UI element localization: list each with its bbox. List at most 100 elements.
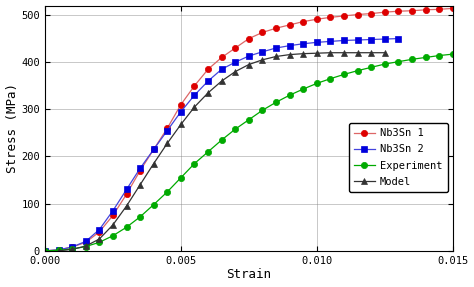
Experiment bbox=[151, 203, 156, 206]
Experiment bbox=[69, 247, 75, 251]
Nb3Sn 2 bbox=[110, 209, 116, 212]
X-axis label: Strain: Strain bbox=[227, 268, 272, 282]
Experiment bbox=[301, 87, 306, 91]
Nb3Sn 1 bbox=[137, 169, 143, 172]
Experiment bbox=[437, 54, 442, 57]
Nb3Sn 2 bbox=[42, 249, 48, 253]
Nb3Sn 1 bbox=[409, 9, 415, 12]
Nb3Sn 1 bbox=[368, 12, 374, 15]
Nb3Sn 2 bbox=[396, 37, 401, 40]
Nb3Sn 1 bbox=[355, 13, 361, 16]
Nb3Sn 1 bbox=[97, 230, 102, 234]
Experiment bbox=[110, 234, 116, 237]
Nb3Sn 1 bbox=[314, 18, 319, 21]
Experiment bbox=[246, 118, 252, 121]
Model bbox=[368, 51, 374, 55]
Nb3Sn 1 bbox=[287, 23, 292, 27]
Nb3Sn 1 bbox=[246, 37, 252, 40]
Nb3Sn 1 bbox=[301, 20, 306, 23]
Nb3Sn 2 bbox=[287, 44, 292, 47]
Experiment bbox=[137, 215, 143, 219]
Nb3Sn 1 bbox=[56, 248, 62, 252]
Nb3Sn 2 bbox=[273, 46, 279, 50]
Nb3Sn 2 bbox=[191, 94, 197, 97]
Experiment bbox=[396, 60, 401, 63]
Y-axis label: Stress (MPa): Stress (MPa) bbox=[6, 83, 18, 173]
Model bbox=[69, 248, 75, 251]
Nb3Sn 2 bbox=[232, 61, 238, 64]
Nb3Sn 2 bbox=[97, 228, 102, 231]
Experiment bbox=[124, 226, 129, 229]
Nb3Sn 1 bbox=[178, 103, 184, 106]
Experiment bbox=[382, 62, 388, 66]
Nb3Sn 2 bbox=[328, 40, 333, 43]
Experiment bbox=[409, 58, 415, 61]
Nb3Sn 2 bbox=[83, 240, 89, 243]
Line: Experiment: Experiment bbox=[42, 51, 456, 254]
Model bbox=[137, 183, 143, 187]
Nb3Sn 2 bbox=[260, 50, 265, 53]
Nb3Sn 1 bbox=[450, 7, 456, 10]
Nb3Sn 1 bbox=[219, 56, 225, 59]
Experiment bbox=[164, 190, 170, 193]
Nb3Sn 1 bbox=[151, 148, 156, 151]
Line: Nb3Sn 2: Nb3Sn 2 bbox=[42, 36, 401, 254]
Line: Nb3Sn 1: Nb3Sn 1 bbox=[42, 5, 456, 254]
Nb3Sn 1 bbox=[382, 10, 388, 14]
Model bbox=[287, 53, 292, 56]
Experiment bbox=[83, 245, 89, 248]
Model bbox=[219, 79, 225, 83]
Nb3Sn 2 bbox=[314, 41, 319, 44]
Experiment bbox=[287, 94, 292, 97]
Nb3Sn 1 bbox=[110, 214, 116, 217]
Experiment bbox=[205, 150, 211, 154]
Model bbox=[56, 249, 62, 253]
Experiment bbox=[423, 56, 428, 59]
Nb3Sn 1 bbox=[42, 249, 48, 253]
Line: Model: Model bbox=[55, 49, 388, 254]
Experiment bbox=[219, 138, 225, 142]
Experiment bbox=[328, 77, 333, 80]
Experiment bbox=[341, 73, 347, 76]
Experiment bbox=[97, 241, 102, 244]
Nb3Sn 1 bbox=[328, 15, 333, 19]
Nb3Sn 1 bbox=[232, 46, 238, 50]
Model bbox=[382, 51, 388, 55]
Nb3Sn 2 bbox=[137, 166, 143, 170]
Model bbox=[151, 162, 156, 165]
Model bbox=[301, 52, 306, 55]
Nb3Sn 1 bbox=[205, 67, 211, 71]
Nb3Sn 2 bbox=[341, 39, 347, 42]
Nb3Sn 2 bbox=[368, 38, 374, 41]
Nb3Sn 2 bbox=[301, 42, 306, 45]
Model bbox=[341, 51, 347, 55]
Experiment bbox=[232, 127, 238, 131]
Experiment bbox=[355, 69, 361, 72]
Nb3Sn 1 bbox=[260, 31, 265, 34]
Experiment bbox=[178, 176, 184, 179]
Nb3Sn 1 bbox=[396, 9, 401, 13]
Nb3Sn 1 bbox=[191, 84, 197, 88]
Experiment bbox=[56, 249, 62, 252]
Nb3Sn 1 bbox=[164, 127, 170, 130]
Experiment bbox=[260, 108, 265, 112]
Nb3Sn 1 bbox=[273, 26, 279, 30]
Experiment bbox=[42, 249, 48, 253]
Nb3Sn 2 bbox=[246, 54, 252, 58]
Model bbox=[232, 70, 238, 73]
Nb3Sn 2 bbox=[56, 248, 62, 252]
Nb3Sn 2 bbox=[205, 79, 211, 83]
Nb3Sn 1 bbox=[124, 193, 129, 196]
Nb3Sn 2 bbox=[382, 37, 388, 41]
Nb3Sn 2 bbox=[178, 110, 184, 113]
Legend: Nb3Sn 1, Nb3Sn 2, Experiment, Model: Nb3Sn 1, Nb3Sn 2, Experiment, Model bbox=[349, 123, 447, 192]
Nb3Sn 2 bbox=[69, 245, 75, 249]
Nb3Sn 2 bbox=[124, 188, 129, 191]
Nb3Sn 2 bbox=[355, 38, 361, 42]
Nb3Sn 1 bbox=[437, 8, 442, 11]
Model bbox=[124, 204, 129, 208]
Nb3Sn 2 bbox=[164, 129, 170, 132]
Nb3Sn 1 bbox=[423, 8, 428, 11]
Nb3Sn 1 bbox=[69, 245, 75, 249]
Experiment bbox=[368, 66, 374, 69]
